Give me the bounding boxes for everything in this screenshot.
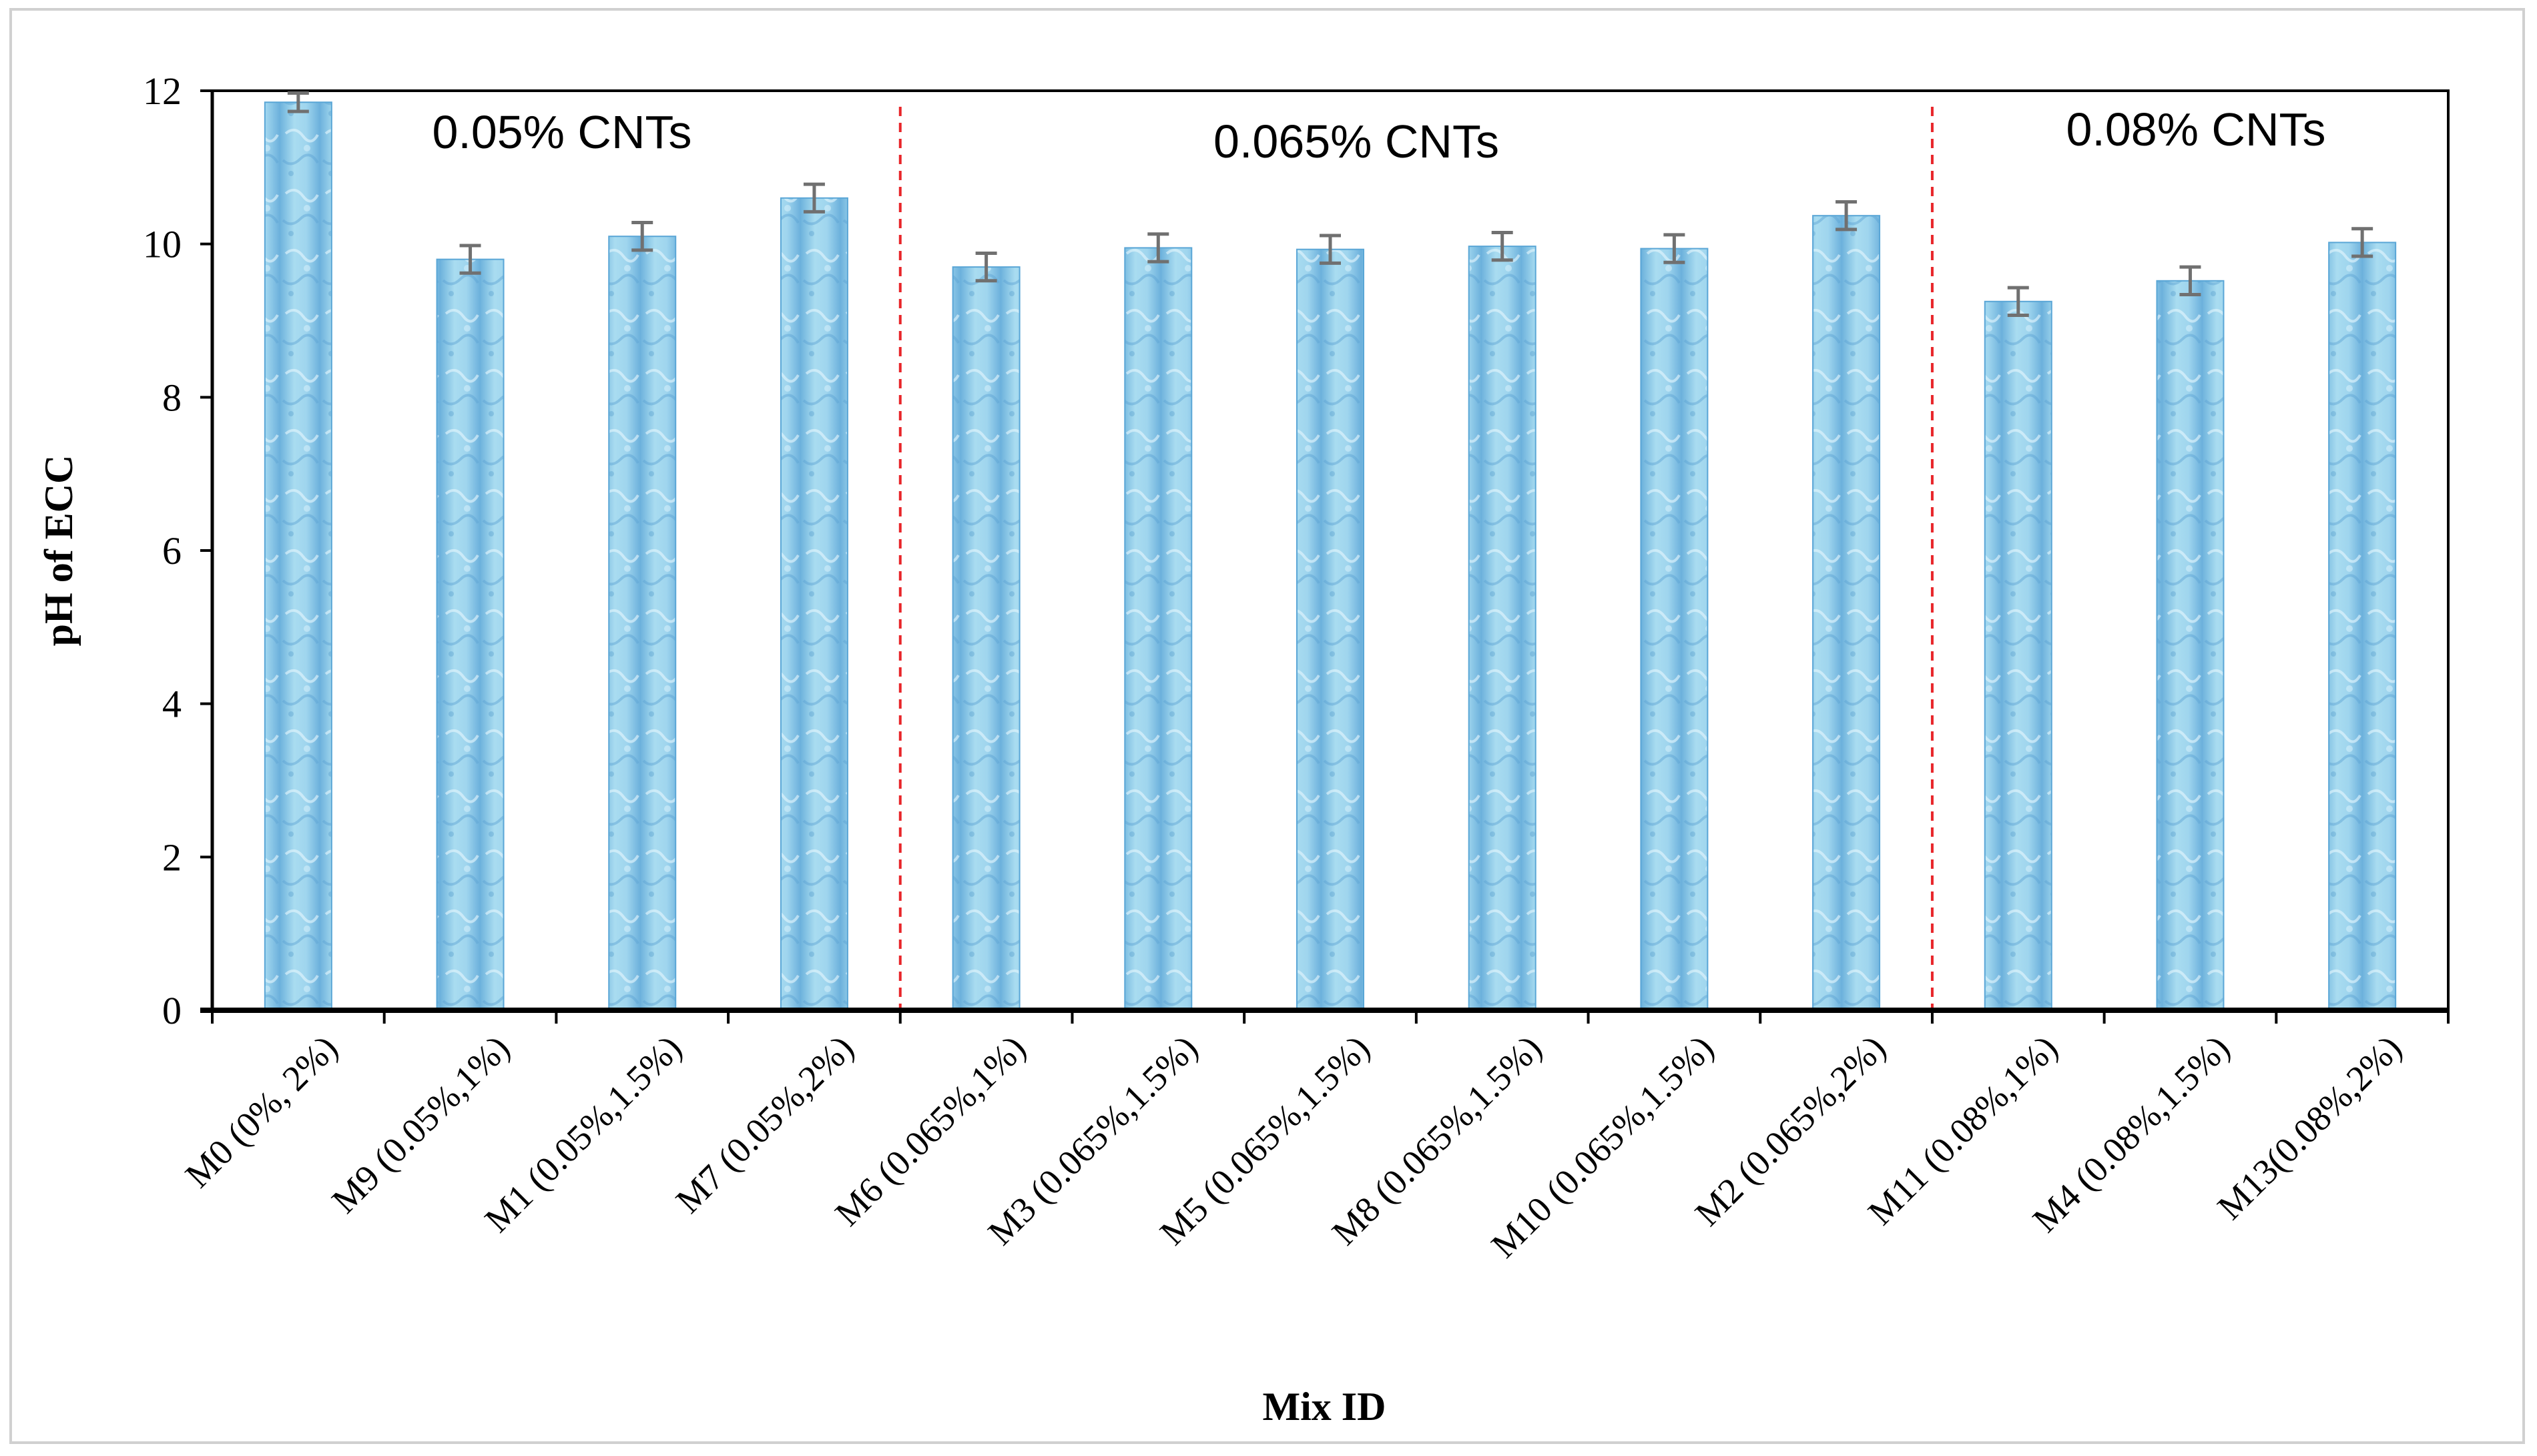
y-tick-label-0: 0	[162, 989, 182, 1032]
bar-m7-0-05-2	[780, 197, 848, 1011]
error-bars-group	[287, 91, 2373, 317]
chart-frame	[9, 8, 2525, 1444]
error-bar-m3-0-065-1-5	[1147, 232, 1169, 264]
error-bar-m4-0-08-1-5	[2179, 265, 2201, 296]
bar-m0-0-2	[264, 101, 332, 1012]
error-bar-m13-0-08-2	[2351, 227, 2373, 258]
x-tick-label-m13-0-08-2: M13(0.08%,2%)	[2210, 1028, 2410, 1227]
y-tick-label-12: 12	[143, 69, 182, 113]
error-bar-m9-0-05-1	[459, 244, 481, 275]
error-bar-m2-0-065-2	[1836, 200, 1858, 232]
y-tick-label-6: 6	[162, 529, 182, 573]
y-ticks: 0 2 4 6 8 10 12	[143, 69, 212, 1032]
error-bar-m10-0-065-1-5	[1663, 233, 1685, 264]
error-bar-m6-0-065-1	[975, 251, 997, 283]
group-dividers	[898, 107, 1934, 1010]
error-bar-m5-0-065-1-5	[1320, 234, 1341, 265]
error-bar-m11-0-08-1	[2007, 286, 2029, 317]
bar-m6-0-065-1	[952, 266, 1021, 1011]
y-axis-title: pH of ECC	[37, 455, 81, 647]
bar-m13-0-08-2	[2328, 242, 2397, 1011]
bar-m1-0-05-1-5	[608, 236, 677, 1011]
bar-m5-0-065-1-5	[1296, 248, 1364, 1012]
bar-m8-0-065-1-5	[1468, 246, 1536, 1011]
x-tick-label-m9-0-05-1: M9 (0.05%,1%)	[324, 1028, 517, 1221]
error-bar-m7-0-05-2	[803, 182, 825, 214]
y-tick-label-10: 10	[143, 223, 182, 266]
bar-m10-0-065-1-5	[1640, 248, 1709, 1012]
y-tick-label-8: 8	[162, 376, 182, 419]
bar-m2-0-065-2	[1812, 215, 1881, 1011]
group-label-0-05-cnts: 0.05% CNTs	[432, 106, 691, 158]
bars-group	[264, 101, 2397, 1012]
error-bar-m0-0-2	[287, 91, 309, 113]
group-label-0-065-cnts: 0.065% CNTs	[1213, 115, 1499, 167]
x-tick-label-m7-0-05-2: M7 (0.05%,2%)	[668, 1028, 862, 1221]
y-tick-label-4: 4	[162, 683, 182, 726]
error-bar-m8-0-065-1-5	[1491, 230, 1513, 262]
x-ticks	[211, 1010, 2450, 1024]
x-tick-label-m0-0-2: M0 (0%, 2%)	[178, 1028, 345, 1195]
y-tick-label-2: 2	[162, 835, 182, 879]
bar-m11-0-08-1	[1984, 300, 2052, 1012]
bar-m3-0-065-1-5	[1124, 247, 1193, 1011]
x-tick-labels: M0 (0%, 2%)M9 (0.05%,1%)M1 (0.05%,1.5%)M…	[178, 1028, 2410, 1265]
x-axis-title: Mix ID	[1263, 1385, 1386, 1429]
bar-m4-0-08-1-5	[2156, 280, 2225, 1012]
bar-m9-0-05-1	[436, 258, 505, 1012]
error-bar-m1-0-05-1-5	[631, 221, 653, 252]
group-label-0-08-cnts: 0.08% CNTs	[2066, 103, 2325, 155]
